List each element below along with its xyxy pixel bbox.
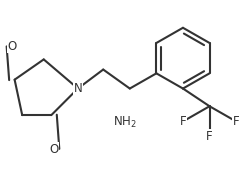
Text: F: F [233,115,239,128]
Text: O: O [8,40,17,52]
Text: NH$_2$: NH$_2$ [113,115,137,130]
Text: F: F [180,115,186,128]
Text: F: F [206,130,213,143]
Text: N: N [74,82,82,95]
Text: O: O [49,143,58,156]
